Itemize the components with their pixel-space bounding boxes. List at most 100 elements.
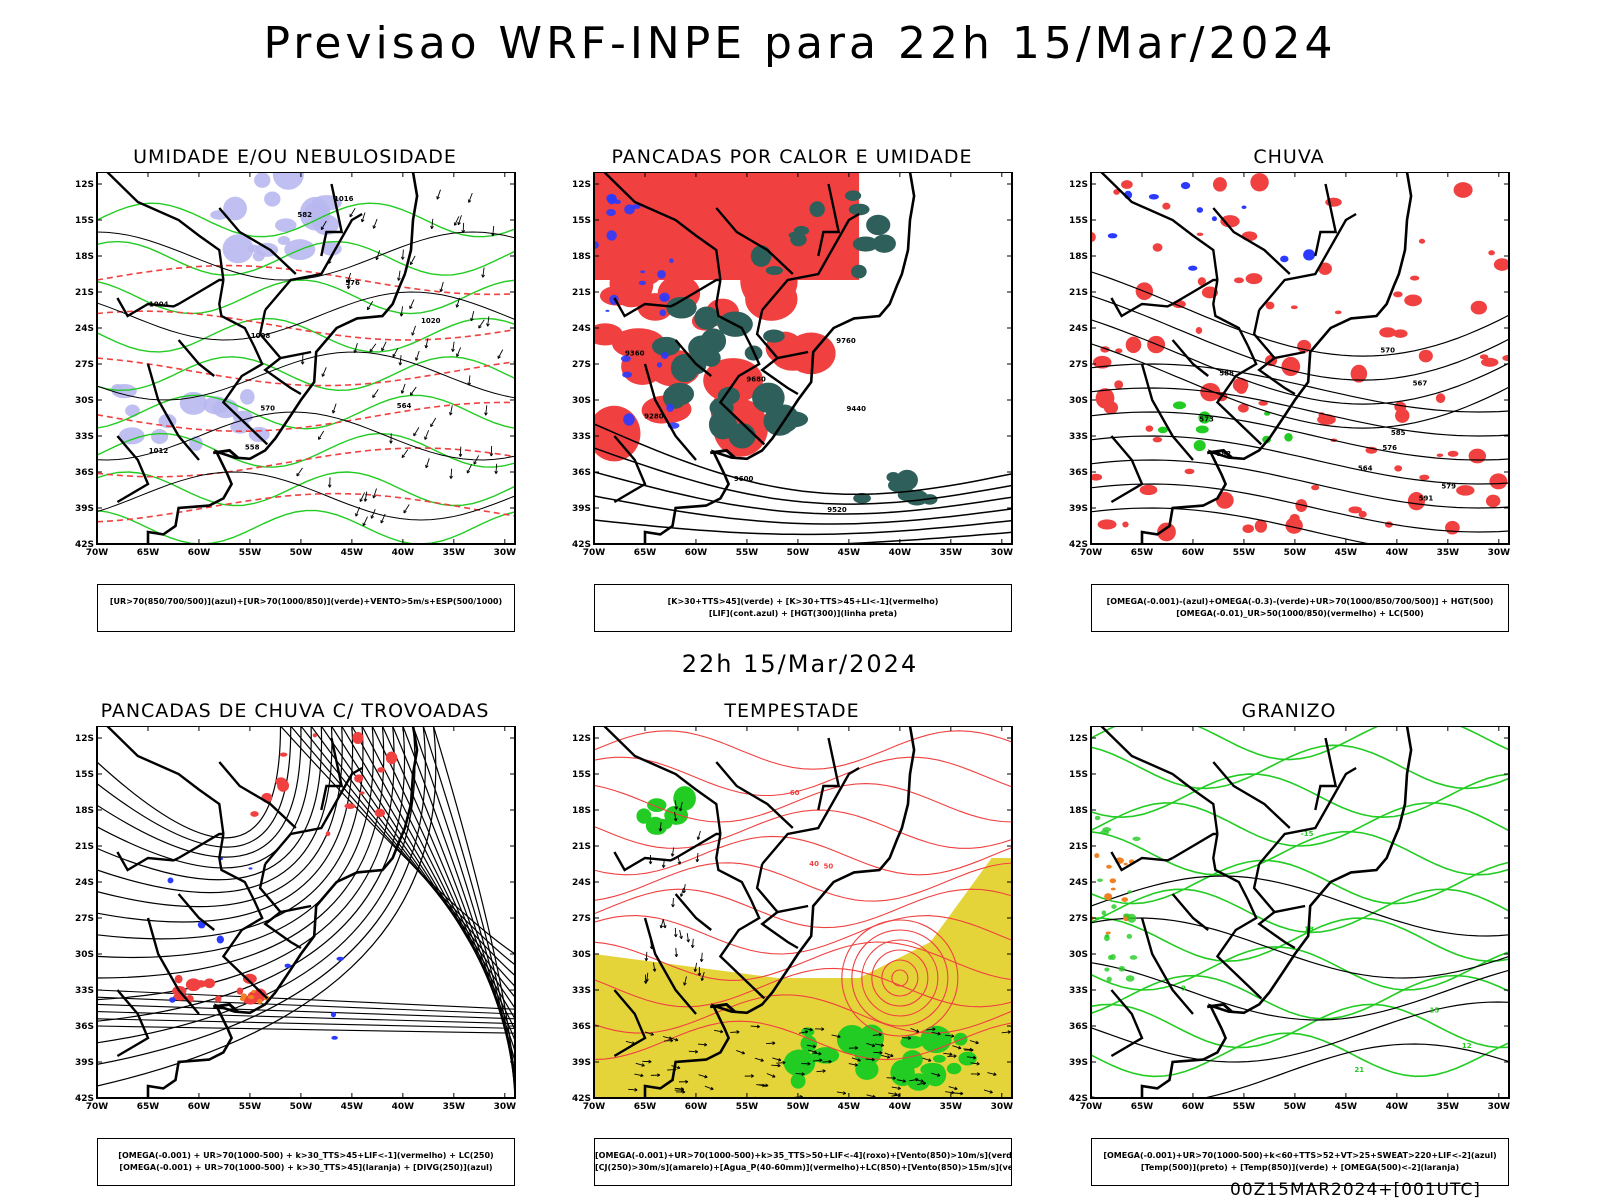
lon-label: 65W (137, 1102, 160, 1112)
contour-label: 1020 (421, 317, 441, 325)
panel-title: UMIDADE E/OU NEBULOSIDADE (133, 146, 457, 168)
lat-label: 42S (75, 1094, 94, 1104)
lon-label: 45W (341, 548, 364, 558)
lon-label: 30W (991, 548, 1014, 558)
map-svg: 9680 9760 9600 9520 9440 9360 9280 12S 15S 18S 21S… (572, 172, 1013, 558)
lon-label: 70W (86, 1102, 109, 1112)
lat-label: 36S (75, 1022, 94, 1032)
lat-label: 18S (75, 806, 94, 816)
contour-label: 558 (245, 443, 260, 451)
map-svg: 591 588 585 582 579 576 573 570 567 564 12S 15S 18S 2… (1069, 172, 1510, 558)
lat-label: 15S (1069, 216, 1088, 226)
contour-label: 9440 (846, 405, 866, 413)
lat-label: 12S (1069, 180, 1088, 190)
lon-label: 40W (1386, 548, 1409, 558)
contour-label: 9280 (644, 413, 664, 421)
contour-label: 588 (1219, 370, 1234, 378)
contour-label: -15 (1301, 830, 1314, 838)
contour-label: 576 (345, 279, 360, 287)
contour-label: 582 (297, 211, 312, 219)
panel-umidade: UMIDADE E/OU NEBULOSIDADE 1012 1008 1016 10… (55, 146, 535, 632)
panel-title: CHUVA (1253, 146, 1325, 168)
lon-label: 60W (188, 548, 211, 558)
lon-label: 40W (889, 548, 912, 558)
lon-label: 30W (494, 1102, 517, 1112)
lon-label: 35W (940, 548, 963, 558)
lon-label: 50W (1284, 1102, 1307, 1112)
map-granizo: -15 15 18 21 12 9 12S 15S 18S 21S 24S 27S 30S 33S 36S 3… (1049, 726, 1519, 1131)
lat-label: 18S (1069, 252, 1088, 262)
lat-label: 42S (1069, 540, 1088, 550)
panel-title: PANCADAS DE CHUVA C/ TROVOADAS (100, 700, 490, 722)
map-svg: -1515182112912S15S18S21S24S27S30S33S36S3… (1069, 726, 1510, 1112)
lat-label: 33S (572, 432, 591, 442)
map-content: 40 50 60 (594, 726, 1012, 1098)
lat-label: 27S (572, 360, 591, 370)
lon-label: 65W (634, 1102, 657, 1112)
legend-line-1: [OMEGA(-0.001)+UR>70(1000-500)+k>35_TTS>… (595, 1151, 1012, 1160)
lat-label: 42S (572, 540, 591, 550)
lat-label: 21S (1069, 288, 1088, 298)
lon-label: 55W (1233, 1102, 1256, 1112)
map-umidade: 1012 1008 1016 1020 1004 582 576 570 564 558 12S 15… (55, 172, 525, 577)
lon-label: 35W (443, 548, 466, 558)
lon-label: 50W (290, 1102, 313, 1112)
lat-label: 15S (572, 216, 591, 226)
lon-label: 40W (1386, 1102, 1409, 1112)
contour-label: 15 (1430, 1007, 1440, 1015)
lon-label: 45W (1335, 1102, 1358, 1112)
panel-title: GRANIZO (1241, 700, 1337, 722)
lat-label: 18S (1069, 806, 1088, 816)
contour-label: 9600 (734, 475, 754, 483)
lon-label: 45W (838, 548, 861, 558)
contour-label: 9520 (827, 506, 847, 514)
lon-label: 60W (188, 1102, 211, 1112)
contour-label: 579 (1441, 482, 1456, 490)
contour-label: 585 (1391, 429, 1406, 437)
lat-label: 30S (75, 950, 94, 960)
lon-label: 70W (583, 1102, 606, 1112)
lon-label: 60W (685, 548, 708, 558)
legend-chuva: [OMEGA(-0.001)-(azul)+OMEGA(-0.3)-(verde… (1091, 584, 1509, 632)
lat-label: 21S (572, 288, 591, 298)
legend-line-2: [OMEGA(-0.01)_UR>50(1000/850)(vermelho) … (1176, 609, 1424, 618)
contour-label: 573 (1199, 415, 1214, 423)
legend-umidade: [UR>70(850/700/500)](azul)+[UR>70(1000/8… (97, 584, 515, 632)
lat-label: 33S (1069, 986, 1088, 996)
contour-label: 9360 (625, 349, 645, 357)
lat-label: 12S (572, 734, 591, 744)
lat-label: 18S (75, 252, 94, 262)
lon-label: 65W (1131, 1102, 1154, 1112)
contour-label: 9760 (836, 337, 856, 345)
legend-pancadas-calor: [K>30+TTS>45](verde) + [K>30+TTS>45+LI<-… (594, 584, 1012, 632)
lon-label: 30W (991, 1102, 1014, 1112)
map-chuva: 591 588 585 582 579 576 573 570 567 564 12S 15S 18S 2… (1049, 172, 1519, 577)
contour-label: 582 (1216, 450, 1231, 458)
lat-label: 30S (75, 396, 94, 406)
map-pancadas-calor: 9680 9760 9600 9520 9440 9360 9280 12S 15S 18S 21S… (552, 172, 1022, 577)
lat-label: 30S (572, 396, 591, 406)
contour-label: 570 (1380, 347, 1395, 355)
lon-label: 70W (1080, 548, 1103, 558)
lat-label: 15S (75, 216, 94, 226)
contour-label: 60 (790, 789, 800, 797)
lat-label: 24S (572, 324, 591, 334)
contour-label: 567 (1413, 380, 1428, 388)
lat-label: 33S (1069, 432, 1088, 442)
lon-label: 35W (1437, 548, 1460, 558)
legend-granizo: [OMEGA(-0.001)+UR>70(1000-500)+k<60+TTS>… (1091, 1138, 1509, 1186)
lon-label: 60W (1182, 548, 1205, 558)
lon-label: 55W (736, 548, 759, 558)
lat-label: 24S (1069, 878, 1088, 888)
lat-label: 39S (1069, 504, 1088, 514)
lat-label: 15S (1069, 770, 1088, 780)
lat-label: 27S (572, 914, 591, 924)
legend-line-2: [OMEGA(-0.001) + UR>70(1000-500) + k>30_… (119, 1163, 493, 1172)
lon-label: 70W (583, 548, 606, 558)
lat-label: 12S (1069, 734, 1088, 744)
